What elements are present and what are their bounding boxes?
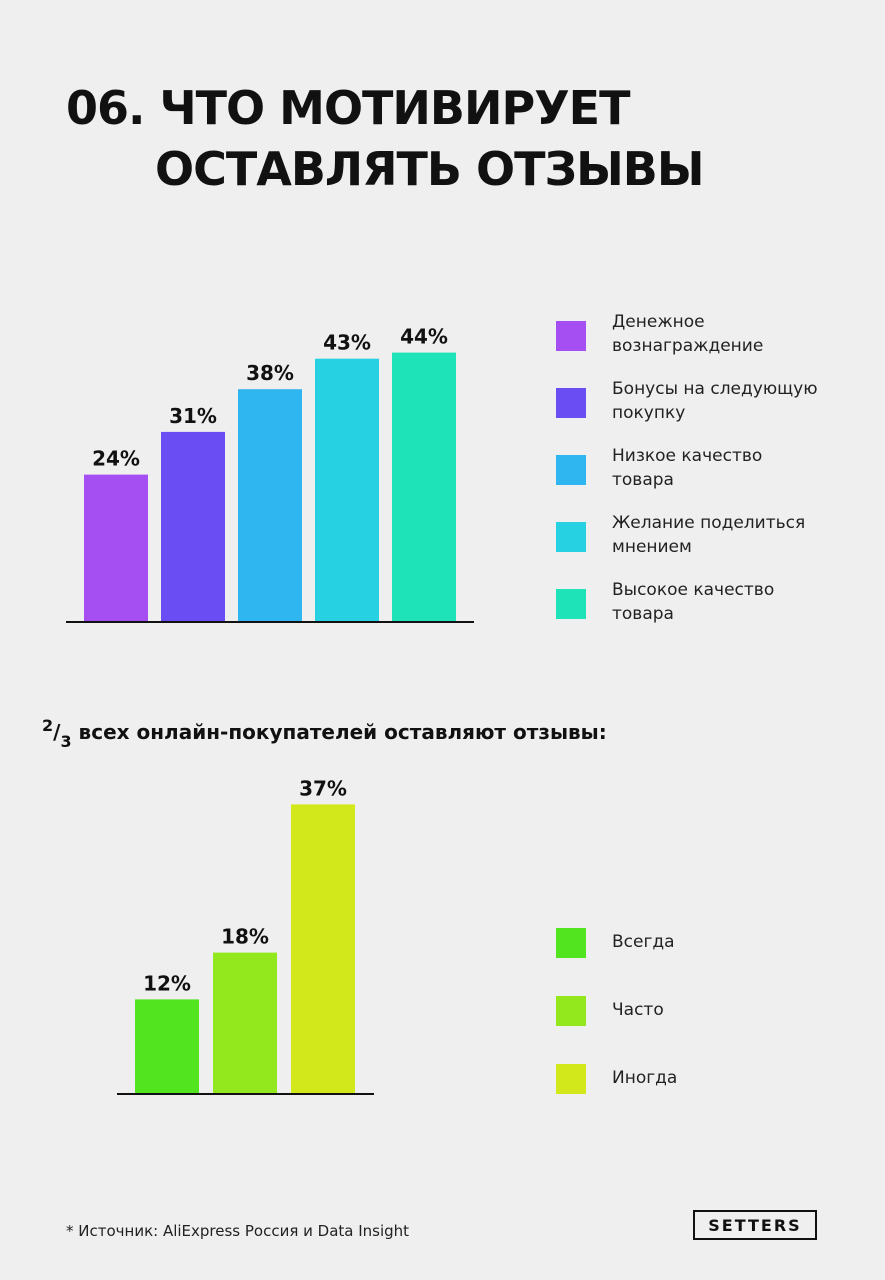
legend-label: Всегда bbox=[612, 932, 675, 952]
legend-swatch bbox=[556, 928, 586, 958]
bar-value-label: 38% bbox=[246, 361, 294, 385]
motivation-bar-chart: 24% 31% 38% 43% 44% bbox=[66, 325, 474, 623]
legend-label: Бонусы на следующую покупку bbox=[612, 379, 818, 423]
bar-3 bbox=[291, 804, 355, 1093]
page-title-line-1: 06. ЧТО МОТИВИРУЕТ bbox=[66, 81, 630, 135]
legend-label: Низкое качество товара bbox=[612, 446, 763, 490]
legend-label: Часто bbox=[612, 1000, 664, 1020]
legend-swatch bbox=[556, 455, 586, 485]
bar-2 bbox=[161, 431, 225, 621]
bar-value-label: 31% bbox=[169, 404, 217, 428]
bar-1 bbox=[135, 999, 199, 1093]
bar-value-label: 18% bbox=[221, 925, 269, 949]
bar-4 bbox=[315, 358, 379, 621]
bar-value-label: 37% bbox=[299, 776, 347, 800]
fraction-denominator: 3 bbox=[60, 732, 72, 751]
legend-label: Денежное вознаграждение bbox=[612, 312, 764, 356]
bar-value-label: 44% bbox=[400, 325, 448, 349]
source-note: * Источник: AliExpress Россия и Data Ins… bbox=[66, 1222, 410, 1240]
bar-value-label: 24% bbox=[92, 447, 140, 471]
bar-1 bbox=[84, 474, 148, 621]
fraction-numerator: 2 bbox=[42, 716, 54, 735]
legend-swatch bbox=[556, 522, 586, 552]
bar-3 bbox=[238, 389, 302, 621]
bar-value-label: 43% bbox=[323, 331, 371, 355]
legend-swatch bbox=[556, 1064, 586, 1094]
chart-2-subtitle: 2/3 всех онлайн-покупателей оставляют от… bbox=[42, 716, 607, 751]
legend-swatch bbox=[556, 996, 586, 1026]
legend-swatch bbox=[556, 589, 586, 619]
fraction-slash: / bbox=[53, 720, 61, 744]
legend-swatch bbox=[556, 388, 586, 418]
legend-label: Иногда bbox=[612, 1068, 678, 1088]
setters-logo[interactable]: SETTERS bbox=[693, 1210, 817, 1240]
bar-5 bbox=[392, 352, 456, 621]
bar-2 bbox=[213, 952, 277, 1093]
legend-label: Желание поделиться мнением bbox=[612, 513, 806, 557]
page-title-line-2: ОСТАВЛЯТЬ ОТЗЫВЫ bbox=[155, 142, 705, 196]
frequency-bar-chart: 12% 18% 37% bbox=[117, 776, 374, 1095]
bar-value-label: 12% bbox=[143, 971, 191, 995]
subtitle-text: всех онлайн-покупателей оставляют отзывы… bbox=[71, 720, 607, 744]
legend-label: Высокое качество товара bbox=[612, 580, 775, 624]
legend-swatch bbox=[556, 321, 586, 351]
